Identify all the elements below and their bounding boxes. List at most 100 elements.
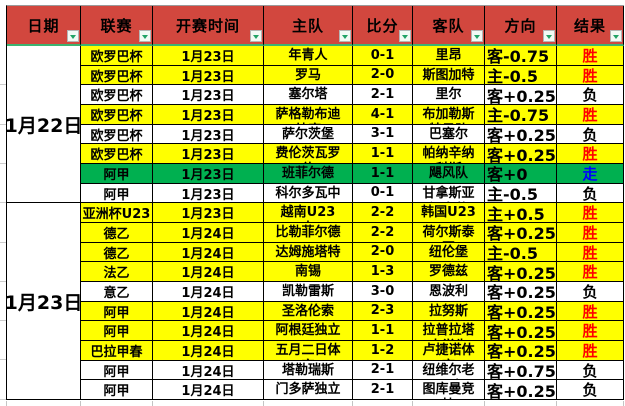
cell-home-team[interactable]: 达姆施塔特 (264, 242, 353, 263)
cell-league[interactable]: 欧罗巴杯 (81, 85, 153, 105)
cell-kickoff-time[interactable]: 1月23日 (153, 104, 264, 125)
cell-home-team[interactable]: 罗马 (264, 65, 353, 86)
cell-result[interactable]: 负 (557, 380, 624, 400)
cell-home-team[interactable]: 萨格勒布迪纳摩 (264, 104, 353, 125)
cell-home-team[interactable]: 阿根廷独立 (264, 321, 353, 341)
cell-home-team[interactable]: 比勒菲尔德 (264, 222, 353, 243)
cell-result[interactable]: 胜 (557, 301, 624, 322)
cell-score[interactable]: 2-0 (353, 65, 413, 86)
cell-kickoff-time[interactable]: 1月23日 (153, 144, 264, 164)
cell-score[interactable]: 3-0 (353, 281, 413, 302)
cell-home-team[interactable]: 凯勒雷斯 (264, 281, 353, 302)
cell-away-team[interactable]: 里昂 (413, 46, 485, 66)
cell-direction[interactable]: 客+0.25 (485, 281, 557, 302)
cell-kickoff-time[interactable]: 1月24日 (153, 340, 264, 361)
cell-kickoff-time[interactable]: 1月23日 (153, 203, 264, 223)
cell-direction[interactable]: 客+0.75 (485, 360, 557, 381)
cell-direction[interactable]: 主-0.5 (485, 183, 557, 204)
filter-dropdown-button[interactable] (610, 30, 622, 42)
cell-kickoff-time[interactable]: 1月24日 (153, 360, 264, 381)
cell-home-team[interactable]: 南锡 (264, 262, 353, 282)
cell-away-team[interactable]: 恩波利 (413, 281, 485, 302)
date-cell[interactable]: 1月22日 (7, 46, 81, 204)
cell-home-team[interactable]: 塔勒瑞斯 (264, 360, 353, 381)
cell-direction[interactable]: 客+0 (485, 163, 557, 184)
cell-result[interactable]: 胜 (557, 262, 624, 282)
cell-result[interactable]: 胜 (557, 222, 624, 243)
cell-league[interactable]: 阿甲 (81, 183, 153, 204)
cell-away-team[interactable]: 飓风队 (413, 163, 485, 184)
cell-score[interactable]: 2-2 (353, 203, 413, 223)
filter-dropdown-button[interactable] (471, 30, 483, 42)
filter-dropdown-button[interactable] (139, 30, 151, 42)
cell-kickoff-time[interactable]: 1月23日 (153, 124, 264, 145)
cell-home-team[interactable]: 费伦茨瓦罗什 (264, 144, 353, 164)
cell-kickoff-time[interactable]: 1月24日 (153, 242, 264, 263)
cell-league[interactable]: 欧罗巴杯 (81, 46, 153, 66)
cell-result[interactable]: 胜 (557, 242, 624, 263)
cell-home-team[interactable]: 越南U23(中) (264, 203, 353, 223)
cell-league[interactable]: 意乙 (81, 281, 153, 302)
cell-result[interactable]: 胜 (557, 144, 624, 164)
cell-result[interactable]: 胜 (557, 340, 624, 361)
cell-direction[interactable]: 客+0.25 (485, 85, 557, 105)
cell-league[interactable]: 欧罗巴杯 (81, 124, 153, 145)
cell-home-team[interactable]: 萨尔茨堡 (264, 124, 353, 145)
cell-league[interactable]: 欧罗巴杯 (81, 65, 153, 86)
cell-away-team[interactable]: 纽维尔老男孩 (413, 360, 485, 381)
cell-away-team[interactable]: 里尔 (413, 85, 485, 105)
cell-home-team[interactable]: 科尔多瓦中 (264, 183, 353, 204)
cell-result[interactable]: 走 (557, 163, 624, 184)
cell-league[interactable]: 亚洲杯U23 (81, 203, 153, 223)
cell-score[interactable]: 2-2 (353, 222, 413, 243)
cell-away-team[interactable]: 甘拿斯亚门多萨 (413, 183, 485, 204)
cell-score[interactable]: 0-1 (353, 183, 413, 204)
cell-kickoff-time[interactable]: 1月24日 (153, 380, 264, 400)
cell-result[interactable]: 胜 (557, 65, 624, 86)
cell-direction[interactable]: 客-0.75 (485, 46, 557, 66)
cell-home-team[interactable]: 塞尔塔 (264, 85, 353, 105)
cell-home-team[interactable]: 年青人 (264, 46, 353, 66)
column-header-7[interactable]: 方向 (485, 6, 557, 46)
cell-away-team[interactable]: 纽伦堡 (413, 242, 485, 263)
cell-league[interactable]: 巴拉甲春 (81, 340, 153, 361)
cell-result[interactable]: 负 (557, 360, 624, 381)
filter-dropdown-button[interactable] (67, 30, 79, 42)
column-header-4[interactable]: 主队 (264, 6, 353, 46)
cell-result[interactable]: 负 (557, 183, 624, 204)
cell-score[interactable]: 1-1 (353, 163, 413, 184)
cell-league[interactable]: 德乙 (81, 222, 153, 243)
cell-score[interactable]: 1-1 (353, 144, 413, 164)
cell-home-team[interactable]: 班菲尔德 (264, 163, 353, 184)
cell-away-team[interactable]: 巴塞尔 (413, 124, 485, 145)
cell-kickoff-time[interactable]: 1月24日 (153, 321, 264, 341)
cell-league[interactable]: 法乙 (81, 262, 153, 282)
cell-home-team[interactable]: 门多萨独立 (264, 380, 353, 400)
cell-score[interactable]: 2-3 (353, 301, 413, 322)
cell-result[interactable]: 胜 (557, 46, 624, 66)
cell-kickoff-time[interactable]: 1月23日 (153, 46, 264, 66)
cell-away-team[interactable]: 帕纳辛纳科斯 (413, 144, 485, 164)
column-header-2[interactable]: 联赛 (81, 6, 153, 46)
cell-league[interactable]: 欧罗巴杯 (81, 144, 153, 164)
cell-away-team[interactable]: 卢捷诺体育 (413, 340, 485, 361)
cell-result[interactable]: 负 (557, 281, 624, 302)
column-header-6[interactable]: 客队 (413, 6, 485, 46)
cell-league[interactable]: 阿甲 (81, 380, 153, 400)
cell-direction[interactable]: 客+0.25 (485, 262, 557, 282)
cell-direction[interactable]: 客+0.25 (485, 222, 557, 243)
cell-direction[interactable]: 客+0.25 (485, 124, 557, 145)
cell-away-team[interactable]: 韩国U23 (413, 203, 485, 223)
cell-result[interactable]: 胜 (557, 321, 624, 341)
cell-direction[interactable]: 主-0.75 (485, 104, 557, 125)
cell-result[interactable]: 胜 (557, 203, 624, 223)
cell-direction[interactable]: 主-0.5 (485, 65, 557, 86)
column-header-1[interactable]: 日期 (7, 6, 81, 46)
cell-direction[interactable]: 主+0.5 (485, 203, 557, 223)
cell-away-team[interactable]: 斯图加特 (413, 65, 485, 86)
cell-score[interactable]: 1-3 (353, 262, 413, 282)
cell-score[interactable]: 1-1 (353, 321, 413, 341)
column-header-8[interactable]: 结果 (557, 6, 624, 46)
cell-league[interactable]: 欧罗巴杯 (81, 104, 153, 125)
cell-direction[interactable]: 客+0.25 (485, 340, 557, 361)
